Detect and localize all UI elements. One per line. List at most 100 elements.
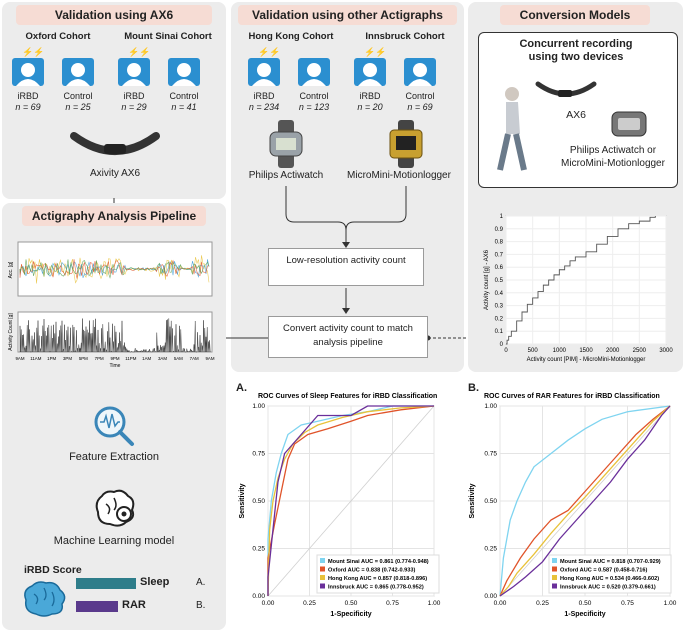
legend-box [316, 554, 440, 594]
legend-swatch [552, 558, 557, 563]
y-tick-label: 0.4 [495, 291, 504, 297]
time-tick-label: 5PM [79, 356, 88, 361]
y-tick-label: 0.6 [495, 265, 504, 271]
legend-swatch [552, 575, 557, 580]
roc-series-line [499, 405, 671, 597]
y-tick-label: 0.25 [484, 546, 497, 553]
person-icon [62, 58, 94, 86]
hong-kong-control-n: n = 123 [298, 102, 330, 112]
oxford-control-n: n = 25 [65, 102, 91, 112]
innsbruck-irbd-label: iRBD [359, 91, 381, 101]
irbd-score-title: iRBD Score [24, 564, 82, 576]
brain-icon [24, 581, 66, 617]
chart-title: ROC Curves of RAR Features for iRBD Clas… [484, 393, 660, 400]
count-axis-label: Activity Count [g] [8, 313, 14, 351]
x-tick-label: 0.25 [303, 600, 316, 607]
person-icon [248, 58, 280, 86]
person-icon [168, 58, 200, 86]
lightning-icon: ⚡⚡ [258, 47, 281, 57]
mount-sinai-title: Mount Sinai Cohort [124, 31, 212, 42]
time-tick-label: 3AM [158, 356, 167, 361]
roc-a-panel-label: A. [236, 382, 247, 394]
trace-frame [17, 241, 213, 297]
legend-entry: Innsbruck AUC = 0.520 (0.379-0.661) [560, 585, 656, 591]
sleep-label: Sleep [140, 576, 170, 588]
legend-swatch [320, 583, 325, 589]
actiwatch-icon [269, 120, 303, 168]
legend-entry: Oxford AUC = 0.587 (0.458-0.716) [560, 568, 647, 574]
x-tick-label: 0.00 [262, 600, 275, 607]
y-tick-label: 0.75 [484, 451, 497, 458]
x-tick-label: 2500 [633, 348, 647, 354]
legend-swatch [320, 575, 325, 580]
mount-sinai-control-n: n = 41 [171, 102, 197, 112]
actigraph-label: Philips Actiwatch or MicroMini-Motionlog… [561, 145, 665, 169]
legend-entry: Oxford AUC = 0.838 (0.742-0.933) [328, 568, 415, 574]
legend-swatch [552, 566, 557, 572]
convert-count-box: Convert activity count to match analysis… [268, 316, 428, 358]
time-tick-label: 5AM [174, 356, 183, 361]
mount-sinai-control-label: Control [169, 91, 199, 101]
x-tick-label: 1.00 [428, 600, 441, 607]
mount-sinai-irbd-n: n = 29 [121, 102, 147, 112]
lightning-icon: ⚡⚡ [128, 47, 151, 57]
y-tick-label: 0.5 [495, 278, 504, 284]
sleep-score-bar [76, 578, 136, 589]
acc-trace-line [19, 259, 210, 279]
time-tick-label: 9AM [205, 356, 214, 361]
legend-entry: Hong Kong AUC = 0.534 (0.466-0.602) [560, 576, 659, 582]
time-tick-label: 1AM [142, 356, 151, 361]
x-tick-label: 0.25 [536, 600, 549, 607]
conversion-header: Conversion Models [500, 5, 650, 25]
x-tick-label: 0.50 [345, 600, 358, 607]
lightning-icon: ⚡⚡ [364, 47, 387, 57]
ax6-header: Validation using AX6 [16, 5, 212, 25]
diagonal-reference-line [499, 405, 671, 597]
oxford-irbd-n: n = 69 [15, 102, 41, 112]
feature-extraction-label: Feature Extraction [69, 451, 159, 463]
other-header: Validation using other Actigraphs [238, 5, 457, 25]
acc-trace-line [19, 259, 210, 279]
x-tick-label: 0.00 [494, 600, 507, 607]
time-tick-label: 11PM [125, 356, 136, 361]
ax6-band-icon [535, 81, 597, 97]
acceleration-trace: Acc. [g] [8, 241, 213, 297]
x-tick-label: 1000 [553, 348, 567, 354]
mount-sinai-irbd-label: iRBD [123, 91, 145, 101]
y-tick-label: 0.1 [495, 329, 504, 335]
ml-model-label: Machine Learning model [53, 535, 175, 547]
legend-swatch [552, 583, 557, 589]
innsbruck-title: Innsbruck Cohort [365, 31, 445, 42]
legend-entry: Hong Kong AUC = 0.857 (0.818-0.896) [328, 576, 427, 582]
rar-score-bar [76, 601, 118, 612]
axivity-device-icon [70, 132, 160, 155]
arrow-a-label: A. [196, 577, 206, 588]
conversion-plot: 0 500 1000 1500 2000 2500 3000 0 0.1 0.2 0.3 0.4 0.5… [484, 214, 673, 363]
x-tick-label: 1500 [579, 348, 593, 354]
pipeline-header: Actigraphy Analysis Pipeline [22, 206, 206, 226]
y-axis-label: Sensitivity [469, 483, 476, 518]
roc-b-panel-label: B. [468, 382, 479, 394]
y-tick-label: 0.50 [484, 498, 497, 505]
y-tick-label: 0.75 [252, 451, 265, 458]
roc-series-line [267, 405, 434, 596]
x-axis-label: 1-Specificity [330, 611, 371, 618]
actiwatch-label: Philips Actiwatch [248, 170, 324, 181]
roc-chart-rar: ROC Curves of RAR Features for iRBD Clas… [469, 393, 677, 618]
time-axis-label: Time [110, 363, 121, 369]
oxford-irbd-label: iRBD [17, 91, 39, 101]
legend-entry: Mount Sinai AUC = 0.818 (0.707-0.929) [560, 559, 661, 565]
roc-chart-sleep: ROC Curves of Sleep Features for iRBD Cl… [239, 393, 441, 618]
y-tick-label: 1.00 [252, 403, 265, 410]
time-tick-label: 3PM [63, 356, 72, 361]
conversion-curve [506, 216, 656, 345]
x-tick-label: 2000 [606, 348, 620, 354]
actigraph-icon [611, 111, 647, 137]
roc-series-line [499, 405, 671, 597]
arrow-b-label: B. [196, 600, 206, 611]
y-axis-label: Sensitivity [239, 483, 246, 518]
oxford-title: Oxford Cohort [25, 31, 91, 42]
x-tick-label: 0 [504, 348, 508, 354]
x-tick-label: 3000 [659, 348, 673, 354]
y-tick-label: 1.00 [484, 403, 497, 410]
